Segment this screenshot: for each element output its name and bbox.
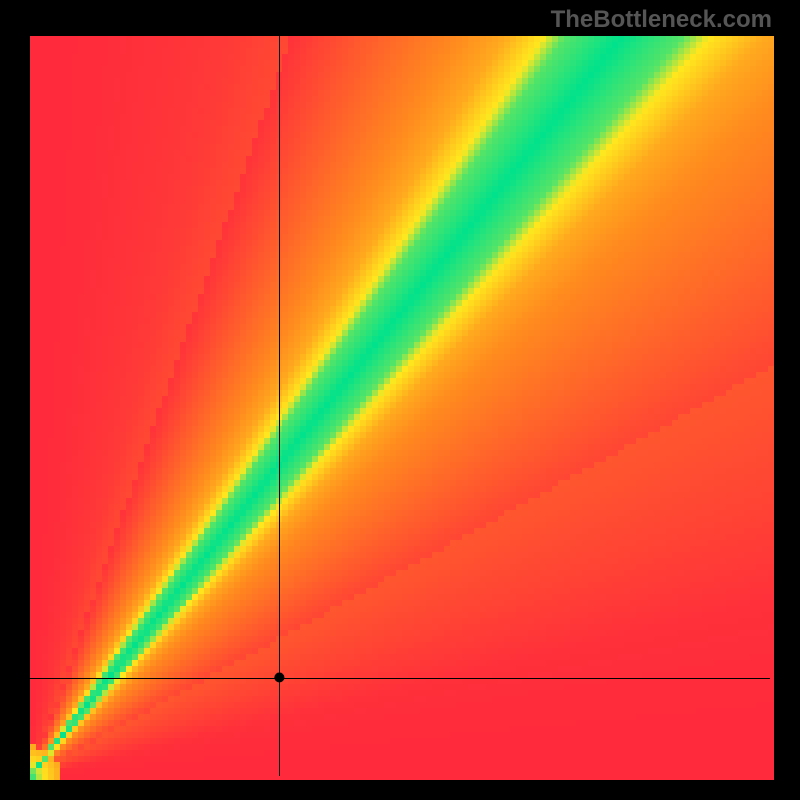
chart-container: TheBottleneck.com — [0, 0, 800, 800]
bottleneck-heatmap — [0, 0, 800, 800]
watermark-text: TheBottleneck.com — [551, 6, 772, 34]
